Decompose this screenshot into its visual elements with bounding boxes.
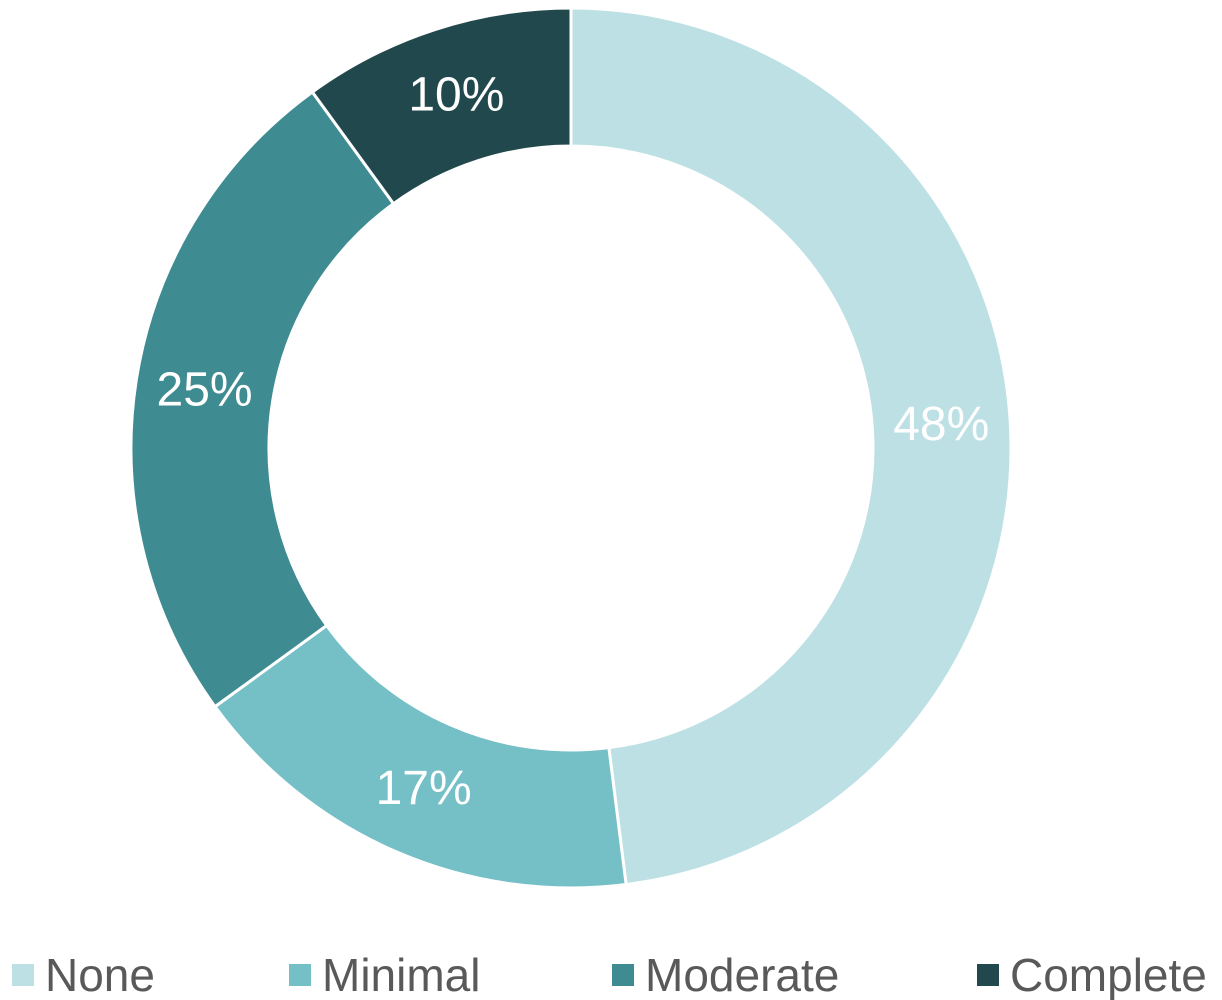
slice-minimal bbox=[212, 623, 628, 890]
slice-label-none: 48% bbox=[893, 398, 989, 451]
slice-label-minimal: 17% bbox=[376, 762, 472, 815]
legend-label-none: None bbox=[45, 949, 155, 1000]
chart-legend: None Minimal Moderate Complete bbox=[12, 949, 1207, 1000]
legend-swatch-moderate bbox=[612, 964, 634, 986]
legend-label-complete: Complete bbox=[1010, 949, 1207, 1000]
legend-label-minimal: Minimal bbox=[322, 949, 480, 1000]
slice-none bbox=[569, 6, 1013, 887]
legend-swatch-minimal bbox=[289, 964, 311, 986]
legend-swatch-none bbox=[12, 964, 34, 986]
slice-label-complete: 10% bbox=[408, 69, 504, 122]
legend-label-moderate: Moderate bbox=[645, 949, 839, 1000]
slice-label-moderate: 25% bbox=[157, 363, 253, 416]
legend-swatch-complete bbox=[977, 964, 999, 986]
slice-moderate bbox=[129, 89, 396, 709]
donut-slices bbox=[129, 6, 1013, 890]
slice-labels: 48% 17% 25% 10% bbox=[157, 69, 990, 815]
slice-complete bbox=[310, 6, 573, 206]
